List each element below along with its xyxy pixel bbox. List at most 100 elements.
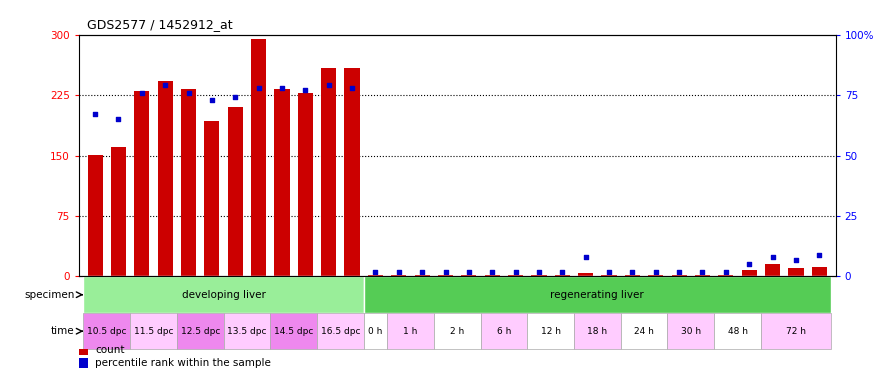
Bar: [528, 313, 574, 349]
Bar: [251, 38, 266, 276]
Text: 18 h: 18 h: [587, 327, 607, 336]
Point: [578, 254, 592, 260]
Bar: [83, 313, 130, 349]
Point: [766, 254, 780, 260]
Text: time: time: [51, 326, 74, 336]
Text: 14.5 dpc: 14.5 dpc: [274, 327, 313, 336]
Bar: [177, 313, 224, 349]
Text: 6 h: 6 h: [497, 327, 511, 336]
Point: [556, 268, 570, 275]
Text: 2 h: 2 h: [450, 327, 465, 336]
Text: 30 h: 30 h: [681, 327, 701, 336]
Point: [322, 82, 336, 88]
Bar: [364, 276, 831, 313]
Text: GDS2577 / 1452912_at: GDS2577 / 1452912_at: [88, 18, 233, 31]
Point: [298, 87, 312, 93]
Bar: [508, 275, 523, 276]
Text: 48 h: 48 h: [727, 327, 747, 336]
Point: [368, 268, 382, 275]
Bar: [158, 81, 172, 276]
Bar: [718, 275, 733, 276]
Point: [812, 252, 826, 258]
Bar: [485, 275, 500, 276]
Bar: [391, 275, 406, 276]
Bar: [438, 275, 453, 276]
Bar: [601, 275, 617, 276]
Bar: [345, 68, 360, 276]
Point: [626, 268, 640, 275]
Bar: [625, 275, 640, 276]
Point: [486, 268, 500, 275]
Bar: [368, 275, 383, 276]
Bar: [130, 313, 177, 349]
Bar: [648, 275, 663, 276]
Bar: [317, 313, 364, 349]
Text: specimen: specimen: [24, 290, 74, 300]
Text: regenerating liver: regenerating liver: [550, 290, 644, 300]
Bar: [812, 267, 827, 276]
Point: [672, 268, 686, 275]
Bar: [111, 147, 126, 276]
Point: [415, 268, 429, 275]
Bar: [181, 89, 196, 276]
Text: percentile rank within the sample: percentile rank within the sample: [95, 358, 271, 368]
Bar: [480, 313, 528, 349]
Point: [462, 268, 476, 275]
Text: 12 h: 12 h: [541, 327, 561, 336]
Bar: [270, 313, 317, 349]
Bar: [204, 121, 220, 276]
Point: [205, 97, 219, 103]
Text: 72 h: 72 h: [786, 327, 806, 336]
Bar: [228, 107, 243, 276]
Bar: [79, 358, 88, 368]
Bar: [555, 275, 570, 276]
Point: [742, 261, 756, 267]
Bar: [275, 89, 290, 276]
Point: [719, 268, 733, 275]
Bar: [461, 275, 477, 276]
Bar: [788, 268, 803, 276]
Bar: [668, 313, 714, 349]
Bar: [765, 264, 780, 276]
Point: [135, 89, 149, 96]
Bar: [88, 155, 102, 276]
Bar: [83, 276, 364, 313]
Text: 0 h: 0 h: [368, 327, 382, 336]
Point: [438, 268, 452, 275]
Bar: [742, 270, 757, 276]
Bar: [387, 313, 434, 349]
Bar: [574, 313, 620, 349]
Bar: [224, 313, 270, 349]
Point: [508, 268, 522, 275]
Point: [252, 85, 266, 91]
Point: [275, 85, 289, 91]
Text: 11.5 dpc: 11.5 dpc: [134, 327, 173, 336]
Point: [789, 257, 803, 263]
Point: [648, 268, 662, 275]
Text: 24 h: 24 h: [634, 327, 654, 336]
Point: [345, 85, 359, 91]
Point: [532, 268, 546, 275]
Point: [181, 89, 195, 96]
Bar: [364, 313, 387, 349]
Text: 12.5 dpc: 12.5 dpc: [180, 327, 220, 336]
Text: developing liver: developing liver: [182, 290, 265, 300]
Point: [228, 94, 242, 101]
Point: [602, 268, 616, 275]
Point: [111, 116, 125, 122]
Bar: [134, 91, 150, 276]
Bar: [531, 275, 547, 276]
Bar: [620, 313, 668, 349]
Bar: [578, 273, 593, 276]
Point: [158, 82, 172, 88]
Bar: [671, 275, 687, 276]
Bar: [298, 93, 313, 276]
Bar: [695, 275, 710, 276]
Point: [392, 268, 406, 275]
Bar: [761, 313, 831, 349]
Text: 10.5 dpc: 10.5 dpc: [87, 327, 127, 336]
Bar: [321, 68, 336, 276]
Bar: [434, 313, 480, 349]
Point: [88, 111, 102, 118]
Bar: [79, 345, 88, 355]
